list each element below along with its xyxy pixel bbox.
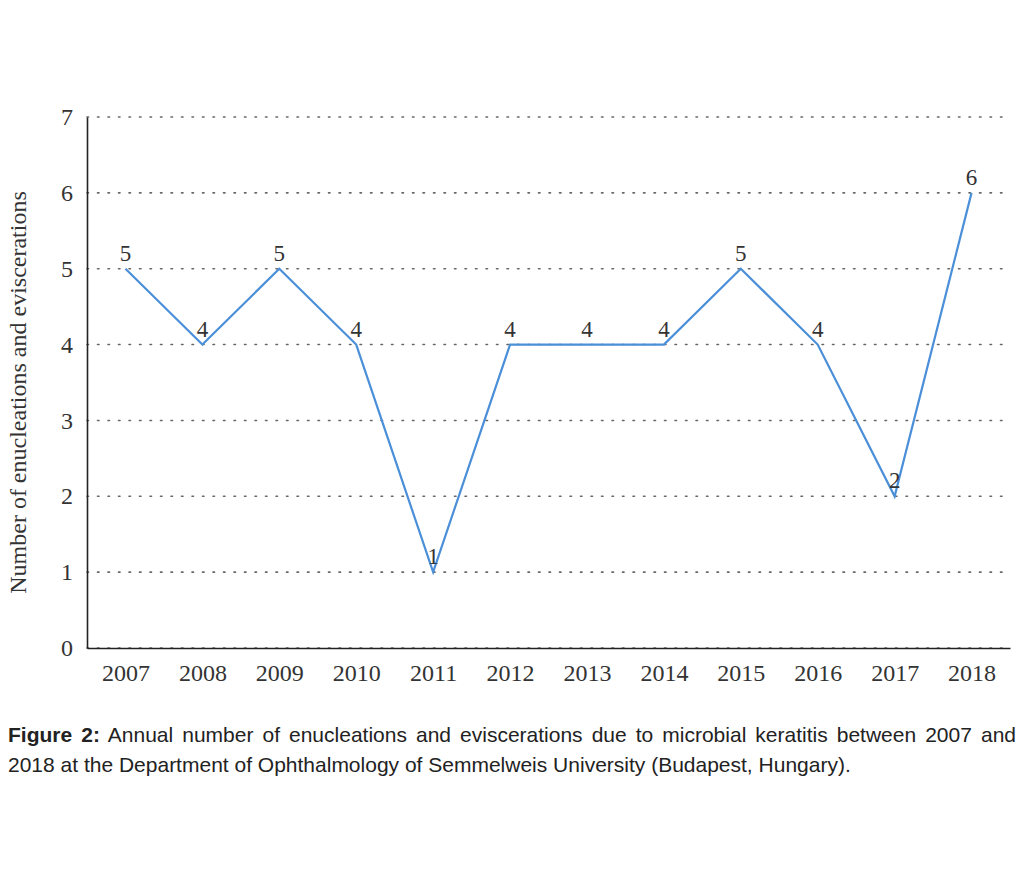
grid-line bbox=[87, 647, 1010, 649]
x-tick-label: 2018 bbox=[948, 660, 996, 686]
data-label: 5 bbox=[274, 241, 286, 266]
data-label: 4 bbox=[350, 317, 362, 342]
x-tick-label: 2015 bbox=[717, 660, 765, 686]
data-label: 4 bbox=[504, 317, 516, 342]
y-tick-label: 3 bbox=[61, 408, 73, 434]
data-label: 2 bbox=[889, 468, 901, 493]
x-tick: 2010 bbox=[333, 648, 381, 686]
x-tick-label: 2009 bbox=[256, 660, 304, 686]
x-axis-line bbox=[88, 648, 1011, 650]
x-tick: 2009 bbox=[256, 648, 304, 686]
grid-line bbox=[87, 116, 1010, 118]
x-tick: 2016 bbox=[794, 648, 842, 686]
y-tick-label: 4 bbox=[61, 332, 73, 358]
y-axis: 0 1 2 3 4 5 6 7 bbox=[61, 104, 88, 661]
grid-line bbox=[87, 268, 1010, 270]
x-tick: 2013 bbox=[563, 648, 611, 686]
y-tick-label: 7 bbox=[61, 104, 73, 130]
chart: 0 1 2 3 4 5 6 7 2007 2008 2009 2010 2011 2012 2013 2014… bbox=[0, 0, 1024, 710]
grid bbox=[87, 117, 1010, 648]
x-axis: 2007 2008 2009 2010 2011 2012 2013 2014 2015 2016… bbox=[88, 648, 1011, 686]
x-tick: 2018 bbox=[948, 648, 996, 686]
x-tick-label: 2016 bbox=[794, 660, 842, 686]
y-tick-label: 1 bbox=[61, 559, 73, 585]
x-tick-label: 2011 bbox=[410, 660, 457, 686]
x-tick-label: 2014 bbox=[640, 660, 688, 686]
y-tick-label: 6 bbox=[61, 180, 73, 206]
x-tick: 2011 bbox=[410, 648, 457, 686]
caption-label: Figure 2: bbox=[8, 723, 100, 746]
x-tick: 2008 bbox=[179, 648, 227, 686]
y-tick: 6 bbox=[61, 180, 87, 206]
caption: Figure 2: Annual number of enucleations … bbox=[8, 720, 1016, 780]
y-tick-label: 5 bbox=[61, 256, 73, 282]
x-tick: 2015 bbox=[717, 648, 765, 686]
y-tick: 1 bbox=[61, 559, 87, 585]
data-label: 6 bbox=[966, 165, 978, 190]
y-tick: 3 bbox=[61, 408, 87, 434]
x-tick: 2017 bbox=[871, 648, 919, 686]
grid-line bbox=[87, 192, 1010, 194]
line bbox=[125, 193, 971, 572]
x-tick-label: 2013 bbox=[563, 660, 611, 686]
x-tick: 2014 bbox=[640, 648, 688, 686]
data-labels: 5 4 5 4 1 4 4 4 5 4 2 6 bbox=[120, 165, 978, 569]
x-tick-label: 2012 bbox=[487, 660, 535, 686]
y-tick: 7 bbox=[61, 104, 87, 130]
grid-line bbox=[87, 571, 1010, 573]
y-tick: 4 bbox=[61, 332, 87, 358]
y-tick-label: 2 bbox=[61, 483, 73, 509]
data-label: 5 bbox=[120, 241, 132, 266]
y-axis-line bbox=[87, 118, 89, 649]
x-tick-label: 2010 bbox=[333, 660, 381, 686]
data-label: 4 bbox=[658, 317, 670, 342]
y-tick: 2 bbox=[61, 483, 87, 509]
y-axis-title: Number of enucleations and eviscerations bbox=[5, 191, 31, 594]
grid-line bbox=[87, 420, 1010, 422]
x-tick-label: 2017 bbox=[871, 660, 919, 686]
data-label: 1 bbox=[427, 544, 439, 569]
y-tick: 5 bbox=[61, 256, 87, 282]
x-tick: 2012 bbox=[487, 648, 535, 686]
x-tick-label: 2007 bbox=[102, 660, 150, 686]
plot-area bbox=[125, 193, 971, 572]
grid-line bbox=[87, 495, 1010, 497]
y-tick: 0 bbox=[61, 635, 87, 661]
x-tick: 2007 bbox=[102, 648, 150, 686]
data-label: 4 bbox=[197, 317, 209, 342]
data-label: 4 bbox=[581, 317, 593, 342]
data-label: 4 bbox=[812, 317, 824, 342]
x-tick-label: 2008 bbox=[179, 660, 227, 686]
caption-text: Annual number of enucleations and evisce… bbox=[8, 723, 1016, 776]
data-label: 5 bbox=[735, 241, 747, 266]
y-tick-label: 0 bbox=[61, 635, 73, 661]
